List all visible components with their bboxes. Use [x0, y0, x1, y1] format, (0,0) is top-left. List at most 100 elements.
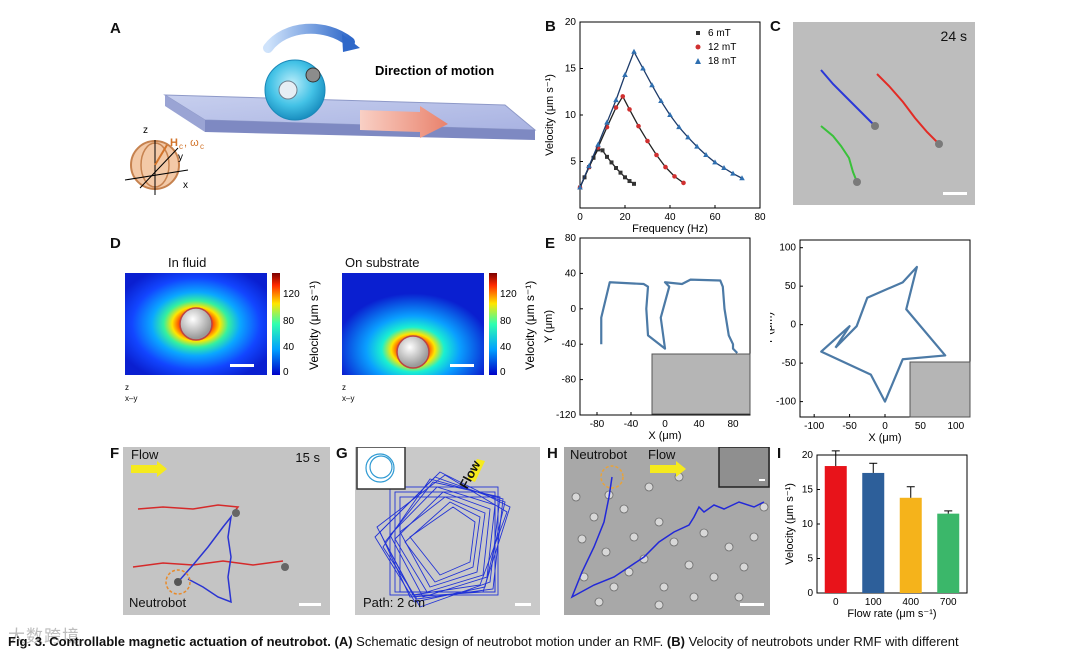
panel-c-micrograph: 24 s	[793, 22, 975, 205]
data-point	[663, 164, 668, 170]
trajectory-line	[600, 278, 739, 354]
x-tick-label: 700	[940, 597, 957, 608]
x-tick-label: 0	[882, 421, 888, 432]
flow-rate-bar-chart: 0 5 10 15 20 0 100 400 700 Flow rate (μm s⁻¹) Velo…	[784, 450, 968, 620]
neutrobot-label-h: Neutrobot	[570, 447, 628, 462]
panel-a-schematic: Direction of motion z y x H c , ω c	[124, 23, 537, 195]
svg-text:0: 0	[283, 367, 289, 378]
x-tick-label: 0	[833, 597, 839, 608]
x-tick-label: -100	[804, 421, 824, 432]
data-point	[667, 112, 673, 117]
y-tick-label: 40	[565, 268, 577, 279]
svg-text:c: c	[179, 142, 183, 151]
data-point	[609, 160, 614, 165]
data-point	[640, 65, 646, 71]
y-tick-label: 10	[565, 110, 577, 121]
svg-text:z: z	[125, 383, 129, 392]
data-point	[595, 141, 601, 147]
data-point	[627, 107, 632, 112]
svg-text:x–y: x–y	[125, 394, 137, 403]
svg-text:z: z	[143, 125, 148, 136]
colorbar-2	[489, 273, 497, 375]
data-point	[622, 72, 628, 78]
legend-entry: 18 mT	[708, 56, 736, 67]
y-tick-label: 80	[565, 233, 577, 244]
svg-text:40: 40	[283, 342, 295, 353]
y-axis-label: Velocity (μm s⁻¹)	[544, 74, 556, 156]
y-tick-label: 50	[785, 281, 797, 292]
inset-photo	[651, 353, 751, 415]
panel-f-micrograph: Flow 15 s Neutrobot	[123, 447, 330, 615]
data-point	[654, 152, 659, 158]
x-axis-label: X (μm)	[868, 432, 901, 444]
y-tick-label: 100	[779, 243, 796, 254]
legend-marker	[696, 31, 700, 35]
data-point	[681, 180, 686, 186]
svg-text:Velocity (μm s⁻¹): Velocity (μm s⁻¹)	[523, 281, 537, 370]
svg-text:c: c	[200, 142, 204, 151]
y-tick-label: -50	[782, 358, 797, 369]
y-tick-label: 5	[570, 157, 576, 168]
panel-label-a: A	[110, 20, 121, 37]
x-tick-label: 40	[664, 212, 676, 223]
x-tick-label: 40	[693, 419, 705, 430]
y-tick-label: 0	[790, 320, 796, 331]
data-point	[600, 148, 605, 153]
data-point	[721, 165, 727, 171]
x-tick-label: 0	[662, 419, 668, 430]
colorbar-1	[272, 273, 280, 375]
flow-label-f: Flow	[131, 447, 159, 462]
x-tick-label: -40	[624, 419, 639, 430]
svg-text:80: 80	[283, 316, 295, 327]
data-point	[604, 119, 610, 125]
y-axis-label: Velocity (μm s⁻¹)	[784, 483, 796, 565]
data-point	[730, 170, 736, 176]
bar-0	[824, 466, 847, 593]
panel-label-f: F	[110, 445, 120, 462]
legend-entry: 6 mT	[708, 28, 731, 39]
y-tick-label: 15	[802, 485, 814, 496]
y-tick-label: 0	[570, 304, 576, 315]
panel-h-micrograph: Neutrobot Flow	[564, 447, 770, 615]
y-tick-label: -120	[556, 410, 576, 421]
svg-text:120: 120	[500, 289, 517, 300]
bar-100	[862, 472, 885, 593]
panel-label-h: H	[547, 445, 558, 462]
inset-photo	[909, 361, 971, 418]
data-point	[672, 174, 677, 179]
y-tick-label: 20	[802, 450, 814, 461]
path-length: Path: 2 cm	[363, 595, 426, 610]
x-axis-label: Flow rate (μm s⁻¹)	[847, 608, 936, 620]
data-point	[676, 124, 682, 130]
title-on-substrate: On substrate	[345, 255, 420, 270]
svg-text:z: z	[342, 383, 346, 392]
x-tick-label: 0	[577, 212, 583, 223]
svg-text:x–y: x–y	[342, 394, 354, 403]
y-tick-label: -80	[562, 375, 577, 386]
x-tick-label: 80	[727, 419, 739, 430]
data-point	[658, 98, 664, 104]
data-point	[703, 151, 709, 157]
y-tick-label: 15	[565, 64, 577, 75]
data-point	[627, 179, 632, 184]
svg-text:, ω: , ω	[184, 137, 199, 149]
svg-text:40: 40	[500, 342, 512, 353]
x-tick-label: 20	[619, 212, 631, 223]
legend-entry: 12 mT	[708, 42, 736, 53]
svg-text:0: 0	[500, 367, 506, 378]
scale-bar	[943, 192, 967, 195]
panel-label-g: G	[336, 445, 348, 462]
bar-700	[937, 513, 960, 593]
data-point	[739, 175, 745, 181]
data-point	[613, 105, 619, 110]
y-tick-label: -40	[562, 339, 577, 350]
square-wave-path-chart: -80 -40 0 40 80 -120 -80 -40 0 40 80 X (μm) Y (μm)	[543, 233, 751, 442]
title-in-fluid: In fluid	[168, 255, 207, 270]
y-tick-label: 10	[802, 519, 814, 530]
data-point	[694, 143, 700, 149]
direction-label: Direction of motion	[375, 63, 494, 78]
svg-text:H: H	[170, 137, 178, 149]
motion-arrow	[360, 106, 448, 138]
svg-text:80: 80	[500, 316, 512, 327]
field-diagram: z y x H c , ω c	[124, 125, 204, 195]
